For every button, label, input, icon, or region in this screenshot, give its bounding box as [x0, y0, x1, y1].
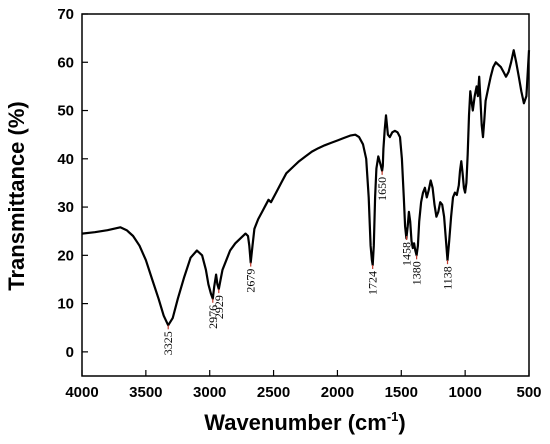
x-tick-label: 1500	[385, 384, 418, 401]
x-tick-label: 500	[516, 384, 541, 401]
x-axis-label-close: )	[398, 410, 405, 435]
x-tick-label: 3500	[129, 384, 162, 401]
x-tick-label: 2500	[257, 384, 290, 401]
peak-label: 1724	[366, 271, 380, 295]
y-tick-label: 20	[57, 247, 74, 264]
x-tick-label: 4000	[65, 384, 98, 401]
peak-label: 1138	[440, 266, 454, 290]
peak-label: 1380	[410, 261, 424, 285]
y-tick-label: 0	[66, 344, 74, 361]
peak-label: 1458	[400, 242, 414, 266]
y-axis-label: Transmittance (%)	[4, 101, 29, 291]
x-tick-label: 1000	[448, 384, 481, 401]
y-tick-label: 10	[57, 296, 74, 313]
x-tick-label: 3000	[193, 384, 226, 401]
x-axis-label-superscript: -1	[387, 409, 399, 424]
plot-frame	[81, 13, 530, 377]
peak-label: 1650	[375, 177, 389, 201]
y-tick-label: 30	[57, 199, 74, 216]
x-axis-ticks: 4000 3500 3000 2500 2000 1500 1000 500	[65, 370, 542, 401]
peak-label: 2679	[244, 269, 258, 293]
peak-label: 2929	[212, 295, 226, 319]
y-axis-ticks: 0 10 20 30 40 50 60 70	[57, 6, 88, 361]
x-axis-label-main: Wavenumber (cm	[204, 410, 387, 435]
x-tick-label: 2000	[321, 384, 354, 401]
y-tick-label: 50	[57, 103, 74, 120]
y-tick-label: 70	[57, 6, 74, 23]
x-axis-label: Wavenumber (cm-1)	[204, 409, 405, 435]
peak-label: 3325	[161, 331, 175, 355]
spectrum-line	[81, 49, 531, 327]
peak-label: 2976	[206, 305, 220, 329]
y-tick-label: 40	[57, 151, 74, 168]
peak-markers	[167, 170, 449, 330]
y-tick-label: 60	[57, 54, 74, 71]
